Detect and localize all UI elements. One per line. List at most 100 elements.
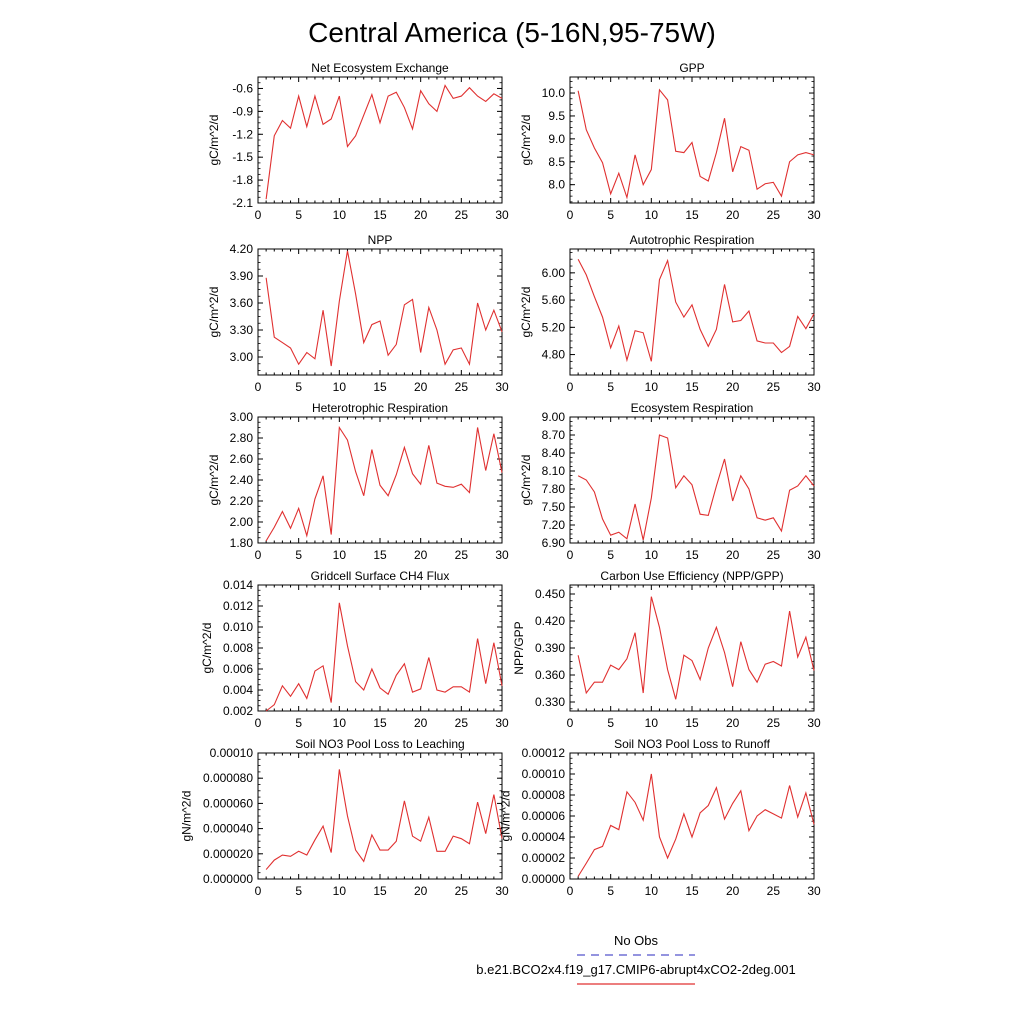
y-tick-label: 0.00010 xyxy=(210,746,254,760)
x-tick-label: 5 xyxy=(295,884,302,898)
y-tick-label: -1.8 xyxy=(232,173,253,187)
y-tick-label: 7.50 xyxy=(542,500,566,514)
legend-label-model-run: b.e21.BCO2x4.f19_g17.CMIP6-abrupt4xCO2-2… xyxy=(476,962,795,977)
y-tick-label: 0.004 xyxy=(223,683,253,697)
panel-autotrophic-respiration: Autotrophic Respiration 0 5 10 15 20 25 30 4.80 5… xyxy=(519,233,821,394)
panel-soil-no3-pool-loss-to-leaching: Soil NO3 Pool Loss to Leaching 0 5 10 15 20 25… xyxy=(180,737,509,898)
x-tick-label: 10 xyxy=(645,884,659,898)
x-tick-label: 5 xyxy=(607,884,614,898)
y-tick-label: 0.00008 xyxy=(522,788,566,802)
y-tick-label: 0.00002 xyxy=(522,851,566,865)
x-tick-label: 25 xyxy=(455,208,469,222)
y-tick-label: 0.00000 xyxy=(522,872,566,886)
x-tick-label: 5 xyxy=(607,380,614,394)
x-tick-label: 10 xyxy=(333,208,347,222)
y-tick-label: 2.20 xyxy=(230,494,254,508)
panel-npp: NPP 0 5 10 15 20 25 30 3.00 3.30 3.60 3.90 4.20 gC/m^… xyxy=(207,233,509,394)
x-tick-label: 5 xyxy=(295,208,302,222)
y-axis-label: gC/m^2/d xyxy=(519,287,533,338)
y-tick-label: 9.5 xyxy=(548,109,565,123)
y-tick-label: -2.1 xyxy=(232,196,253,210)
panel-title: Carbon Use Efficiency (NPP/GPP) xyxy=(600,569,783,583)
y-tick-label: 2.80 xyxy=(230,431,254,445)
series-line xyxy=(265,769,503,870)
x-tick-label: 20 xyxy=(726,380,740,394)
x-tick-label: 25 xyxy=(767,716,781,730)
panel-title: GPP xyxy=(679,61,704,75)
series-line xyxy=(577,773,815,877)
y-tick-label: 0.330 xyxy=(535,695,565,709)
y-tick-label: 8.70 xyxy=(542,428,566,442)
x-tick-label: 25 xyxy=(455,716,469,730)
series-line xyxy=(577,434,815,541)
plot-frame xyxy=(257,416,503,544)
y-tick-label: 4.80 xyxy=(542,348,566,362)
y-tick-label: 8.0 xyxy=(548,178,565,192)
y-axis-label: NPP/GPP xyxy=(512,621,526,674)
x-tick-label: 15 xyxy=(685,884,699,898)
plot-frame xyxy=(257,752,503,880)
x-tick-label: 30 xyxy=(495,716,509,730)
panel-title: Autotrophic Respiration xyxy=(630,233,755,247)
panel-net-ecosystem-exchange: Net Ecosystem Exchange 0 5 10 15 20 25 30 -2.1 -1… xyxy=(207,61,509,222)
x-tick-label: 10 xyxy=(333,548,347,562)
y-tick-label: 7.20 xyxy=(542,518,566,532)
x-tick-label: 30 xyxy=(807,548,821,562)
y-tick-label: 3.90 xyxy=(230,269,254,283)
x-tick-label: 15 xyxy=(685,380,699,394)
x-tick-label: 20 xyxy=(414,716,428,730)
x-tick-label: 20 xyxy=(414,884,428,898)
figure-title: Central America (5-16N,95-75W) xyxy=(308,17,716,48)
panels: Net Ecosystem Exchange 0 5 10 15 20 25 30 -2.1 -1… xyxy=(180,61,821,898)
y-tick-label: 0.00006 xyxy=(522,809,566,823)
series-line xyxy=(577,88,815,200)
x-tick-label: 5 xyxy=(295,380,302,394)
y-axis-label: gC/m^2/d xyxy=(207,115,221,166)
x-tick-label: 30 xyxy=(495,380,509,394)
x-tick-label: 20 xyxy=(726,884,740,898)
x-tick-label: 30 xyxy=(495,884,509,898)
y-tick-label: 2.40 xyxy=(230,473,254,487)
panel-title: Net Ecosystem Exchange xyxy=(311,61,449,75)
panel-title: Soil NO3 Pool Loss to Leaching xyxy=(295,737,464,751)
x-tick-label: 25 xyxy=(767,884,781,898)
x-tick-label: 0 xyxy=(567,716,574,730)
y-axis-label: gC/m^2/d xyxy=(207,287,221,338)
y-tick-label: 0.390 xyxy=(535,641,565,655)
x-tick-label: 15 xyxy=(373,208,387,222)
y-tick-label: -0.6 xyxy=(232,81,253,95)
plot-frame xyxy=(257,584,503,712)
x-tick-label: 30 xyxy=(807,380,821,394)
x-tick-label: 5 xyxy=(607,716,614,730)
y-tick-label: -0.9 xyxy=(232,104,253,118)
x-tick-label: 0 xyxy=(567,208,574,222)
x-tick-label: 10 xyxy=(645,716,659,730)
plot-frame xyxy=(569,584,815,712)
panel-soil-no3-pool-loss-to-runoff: Soil NO3 Pool Loss to Runoff 0 5 10 15 20 25 30… xyxy=(498,737,821,898)
y-tick-label: 0.012 xyxy=(223,599,253,613)
y-tick-label: 6.90 xyxy=(542,536,566,550)
x-tick-label: 0 xyxy=(567,380,574,394)
y-tick-label: 7.80 xyxy=(542,482,566,496)
y-tick-label: 6.00 xyxy=(542,266,566,280)
y-axis-label: gC/m^2/d xyxy=(200,623,214,674)
y-tick-label: 2.00 xyxy=(230,515,254,529)
y-tick-label: 0.006 xyxy=(223,662,253,676)
y-tick-label: 0.008 xyxy=(223,641,253,655)
y-tick-label: 0.360 xyxy=(535,668,565,682)
y-tick-label: -1.5 xyxy=(232,150,253,164)
x-tick-label: 15 xyxy=(685,716,699,730)
x-tick-label: 30 xyxy=(807,884,821,898)
series-line xyxy=(265,425,503,542)
panel-heterotrophic-respiration: Heterotrophic Respiration 0 5 10 15 20 25 30 1.8… xyxy=(207,401,509,562)
y-axis-label: gC/m^2/d xyxy=(519,455,533,506)
y-tick-label: 0.014 xyxy=(223,578,253,592)
y-tick-label: 3.00 xyxy=(230,410,254,424)
x-tick-label: 30 xyxy=(495,548,509,562)
plot-frame xyxy=(257,76,503,204)
x-tick-label: 15 xyxy=(685,208,699,222)
y-axis-label: gC/m^2/d xyxy=(207,455,221,506)
x-tick-label: 20 xyxy=(726,548,740,562)
x-tick-label: 0 xyxy=(255,548,262,562)
x-tick-label: 25 xyxy=(767,208,781,222)
